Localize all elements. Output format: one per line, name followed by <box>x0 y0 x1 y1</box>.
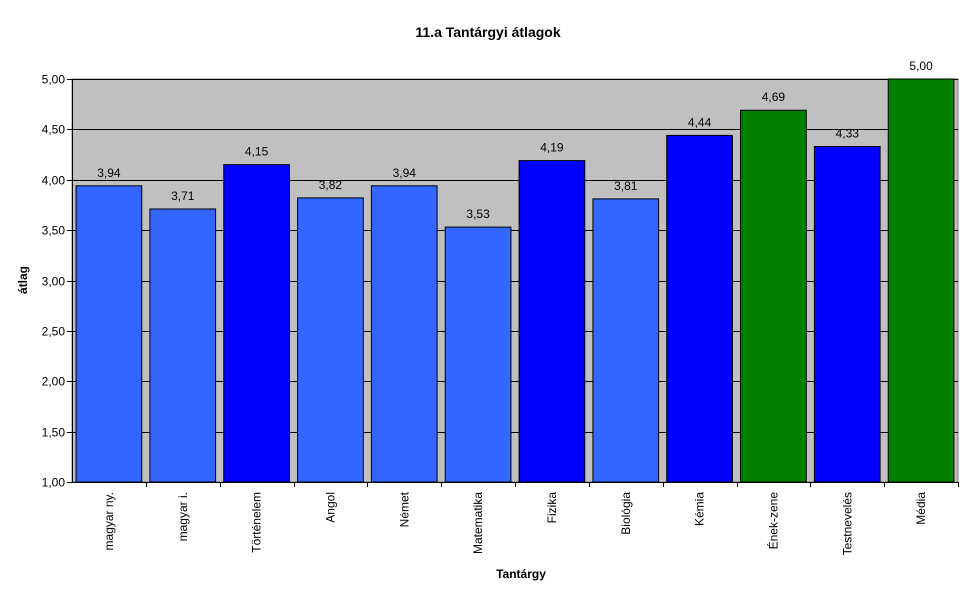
bar <box>666 134 733 483</box>
category-label: Fizika <box>545 492 559 524</box>
data-label: 5,00 <box>909 59 933 73</box>
x-axis-title: Tantárgy <box>496 567 546 581</box>
bar <box>75 185 143 483</box>
category-label: magyar ny. <box>102 492 116 550</box>
bar <box>149 208 217 483</box>
data-label: 4,33 <box>836 127 860 141</box>
data-label: 4,44 <box>688 115 712 129</box>
bar <box>297 197 364 483</box>
data-label: 3,71 <box>171 189 195 203</box>
y-tick-label: 5,00 <box>42 73 66 87</box>
data-label: 4,69 <box>762 90 786 104</box>
y-tick-label: 4,50 <box>42 123 66 137</box>
category-label: Kémia <box>693 492 707 526</box>
y-tick-label: 3,00 <box>42 275 66 289</box>
category-label: Történelem <box>250 492 264 553</box>
bar <box>518 160 586 483</box>
data-label: 4,15 <box>245 145 269 159</box>
data-label: 3,82 <box>319 178 343 192</box>
bar <box>740 109 807 483</box>
category-label: Angol <box>323 492 337 523</box>
data-label: 3,81 <box>614 179 638 193</box>
category-label: Német <box>397 491 411 527</box>
category-label: Média <box>914 492 928 525</box>
category-label: Matematika <box>471 492 485 554</box>
bar <box>370 185 438 483</box>
category-label: magyar i. <box>176 492 190 541</box>
y-tick-label: 2,00 <box>42 375 66 389</box>
category-label: Testnevelés <box>840 492 854 555</box>
bar <box>592 198 660 483</box>
y-tick-label: 1,50 <box>42 426 66 440</box>
bar <box>813 146 881 483</box>
y-tick-label: 1,00 <box>42 476 66 490</box>
plot-area <box>71 78 959 483</box>
y-tick-label: 4,00 <box>42 174 66 188</box>
data-label: 3,94 <box>393 166 417 180</box>
category-label: Biológia <box>619 492 633 535</box>
data-label: 3,94 <box>97 166 121 180</box>
bar <box>887 78 955 483</box>
data-label: 3,53 <box>466 207 490 221</box>
data-label: 4,19 <box>540 141 564 155</box>
category-label: Ének-zene <box>765 492 780 550</box>
y-tick-label: 2,50 <box>42 325 66 339</box>
bar <box>223 164 290 483</box>
y-tick-label: 3,50 <box>42 224 66 238</box>
chart-title: 11.a Tantárgyi átlagok <box>415 24 560 40</box>
bar <box>444 226 512 483</box>
y-axis-title: átlag <box>16 266 30 294</box>
